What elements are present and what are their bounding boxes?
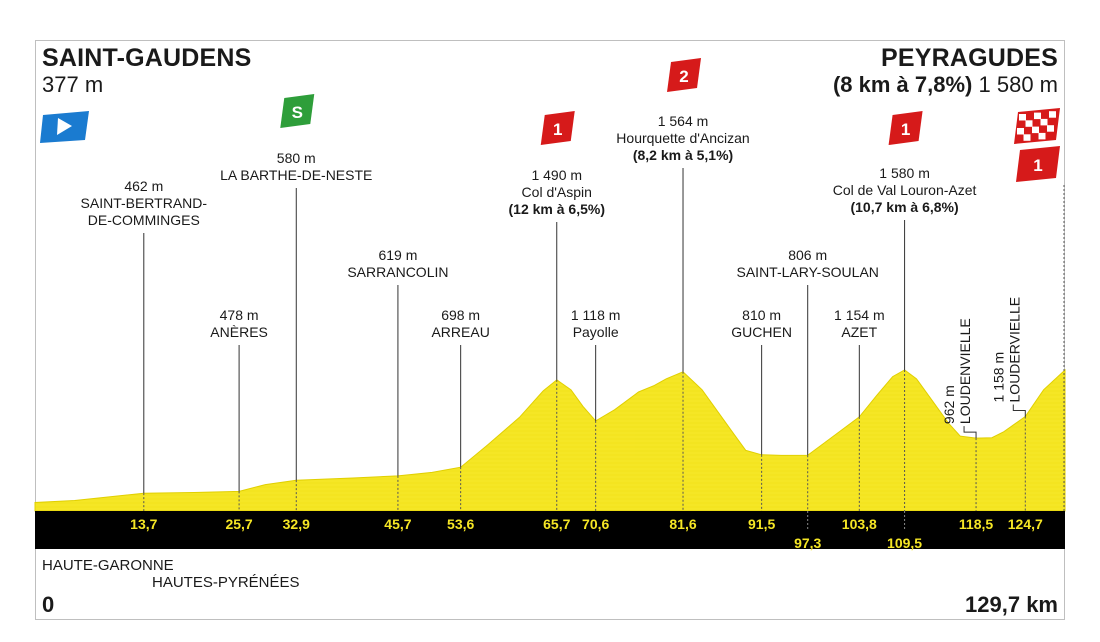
place-altitude: 462 m [124,178,163,194]
km-marker-label: 109,5 [887,535,922,551]
climb-category-badge [888,111,923,145]
checker-square [1049,111,1056,118]
place-altitude: 698 m [441,307,480,323]
place-name: Col de Val Louron-Azet [833,182,977,198]
km-marker-label: 45,7 [384,516,411,532]
finish-climb-badge [1016,146,1060,182]
finish-climb: (8 km à 7,8%) [832,72,973,97]
place-altitude: 1 118 m [571,307,621,323]
place-altitude: 810 m [742,307,781,323]
climb-category-badge [540,111,575,145]
climb-category-label: 1 [553,120,562,139]
place-climb-stats: (12 km à 6,5%) [509,201,606,217]
place-name: ANÈRES [210,324,268,340]
place-climb-stats: (8,2 km à 5,1%) [633,147,733,163]
place-name: SAINT-BERTRAND- [81,195,208,211]
start-town-name: SAINT-GAUDENS [42,44,252,72]
km-marker-label: 91,5 [748,516,775,532]
km-marker-label: 118,5 [959,516,993,532]
place-altitude: 962 m [941,385,957,424]
place-name: SAINT-LARY-SOULAN [737,264,879,280]
checker-square [1040,118,1048,126]
start-altitude: 377 m [42,72,104,97]
place-altitude: 1 564 m [658,113,709,129]
checker-square [1034,112,1041,120]
place-altitude: 1 158 m [990,352,1006,403]
place-connector [963,426,977,439]
finish-details: (8 km à 7,8%) 1 580 m [833,72,1058,98]
climb-category-label: 1 [901,120,910,139]
sprint-marker [280,94,315,128]
finish-checkered-flag-icon [1014,108,1060,144]
km-marker-label: 97,3 [794,535,821,551]
place-name: Col d'Aspin [522,184,592,200]
km-marker-label: 32,9 [283,516,310,532]
place-altitude: 478 m [220,307,259,323]
climb-category-badge [667,58,702,92]
checker-square [1019,114,1026,121]
climb-category-label: 2 [679,67,688,86]
km-marker-label: 124,7 [1008,516,1043,532]
km-marker-label: 70,6 [582,516,609,532]
place-name: GUCHEN [731,324,792,340]
checker-square [1025,120,1033,127]
start-arrow-icon [57,118,72,135]
department-label-hautes-pyrenees: HAUTES-PYRÉNÉES [152,574,300,591]
place-name: Payolle [573,324,619,340]
place-name: DE-COMMINGES [88,212,200,228]
place-name: AZET [841,324,877,340]
place-altitude: 580 m [277,150,316,166]
km-marker-label: 13,7 [130,516,157,532]
km-marker-label: 25,7 [225,516,252,532]
place-name: SARRANCOLIN [347,264,448,280]
km-marker-label: 103,8 [842,516,877,532]
place-altitude: 1 580 m [879,165,930,181]
km-marker-label: 81,6 [669,516,696,532]
finish-climb-label: 1 [1033,156,1042,175]
start-km-label: 0 [42,592,55,617]
place-climb-stats: (10,7 km à 6,8%) [850,199,958,215]
place-altitude: 619 m [378,247,417,263]
checker-square [1047,125,1054,132]
place-name: LA BARTHE-DE-NESTE [220,167,372,183]
km-bar [35,511,1065,549]
place-altitude: 806 m [788,247,827,263]
checker-square [1017,128,1024,135]
sprint-marker-label: S [292,103,303,122]
finish-altitude: 1 580 m [978,72,1059,97]
place-name: LOUDENVIELLE [957,318,973,424]
place-name: LOUDERVIELLE [1006,297,1022,403]
place-name: Hourquette d'Ancizan [616,130,749,146]
finish-km-label: 129,7 km [965,592,1058,617]
place-altitude: 1 490 m [531,167,582,183]
checker-square [1038,132,1046,140]
km-marker-label: 65,7 [543,516,570,532]
place-name: ARREAU [431,324,489,340]
place-altitude: 1 154 m [834,307,885,323]
place-connector [1012,404,1026,417]
checker-square [1032,126,1039,134]
finish-town-name: PEYRAGUDES [880,44,1058,72]
checker-square [1023,134,1031,141]
km-marker-label: 53,6 [447,516,474,532]
department-label-haute-garonne: HAUTE-GARONNE [42,557,174,574]
